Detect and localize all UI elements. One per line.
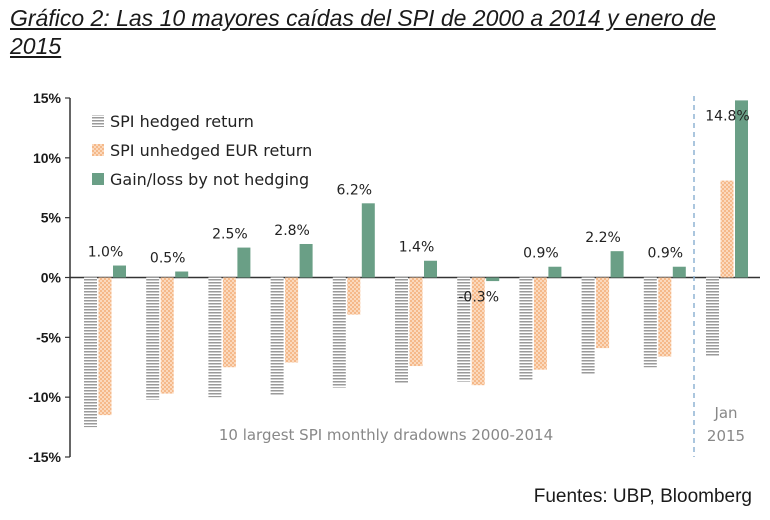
y-tick-label: 15% [33,90,62,106]
legend-gain-label: Gain/loss by not hedging [110,170,309,189]
y-tick-label: 5% [41,210,62,226]
data-label: 0.5% [150,251,186,267]
bar-unhedged [533,277,547,370]
bar-gain [424,260,437,278]
y-tick-label: -15% [28,449,61,465]
legend-gain-swatch [92,173,104,185]
source-note: Fuentes: UBP, Bloomberg [533,486,752,507]
bar-hedged [643,277,657,368]
bar-gain [299,243,313,278]
bar-hedged [146,277,160,400]
bar-hedged [581,277,595,375]
drawdowns-annotation: 10 largest SPI monthly dradowns 2000-201… [219,426,553,444]
bar-unhedged [596,277,610,349]
bar-hedged [457,277,471,382]
bar-unhedged [720,180,734,278]
bar-hedged [208,277,222,398]
y-tick-label: -5% [36,329,61,345]
bar-unhedged [160,277,174,394]
bar-gain [672,266,686,278]
bar-unhedged [98,277,112,416]
chart-title: Gráfico 2: Las 10 mayores caídas del SPI… [10,5,716,59]
data-label: 14.8% [705,108,749,124]
data-label: 2.2% [585,230,621,246]
bar-unhedged [471,277,485,386]
data-label: 0.9% [523,246,559,262]
data-label: 2.8% [274,223,310,239]
bar-gain [735,100,748,278]
y-tick-label: -10% [28,389,61,405]
bar-unhedged [409,277,423,367]
bar-hedged [332,277,346,388]
data-label: 6.2% [337,182,373,198]
bar-unhedged [285,277,299,363]
bar-unhedged [658,277,672,357]
bar-gain [175,271,189,278]
bar-hedged [270,277,284,396]
bar-gain [237,247,251,278]
bar-gain [548,266,562,278]
y-tick-label: 0% [41,270,62,286]
bar-hedged [84,277,97,428]
data-label: -0.3% [458,290,499,306]
bar-gain [361,203,375,278]
bar-hedged [706,277,719,357]
y-tick-label: 10% [33,150,62,166]
legend-unhedged-label: SPI unhedged EUR return [110,141,312,160]
bar-gain [486,277,500,282]
bar-hedged [395,277,408,383]
data-label: 1.0% [88,245,124,261]
data-label: 0.9% [648,246,684,262]
legend-hedged-swatch [92,115,104,127]
bar-hedged [519,277,533,381]
data-label: 1.4% [399,240,435,256]
bar-gain [610,251,624,278]
data-label: 2.5% [212,227,248,243]
bar-gain [113,265,126,278]
year-label: 2015 [707,427,745,445]
bar-unhedged [222,277,236,368]
legend-hedged-label: SPI hedged return [110,112,254,131]
bar-unhedged [347,277,361,315]
legend-unhedged-swatch [92,144,104,156]
jan-label: Jan [713,404,737,422]
